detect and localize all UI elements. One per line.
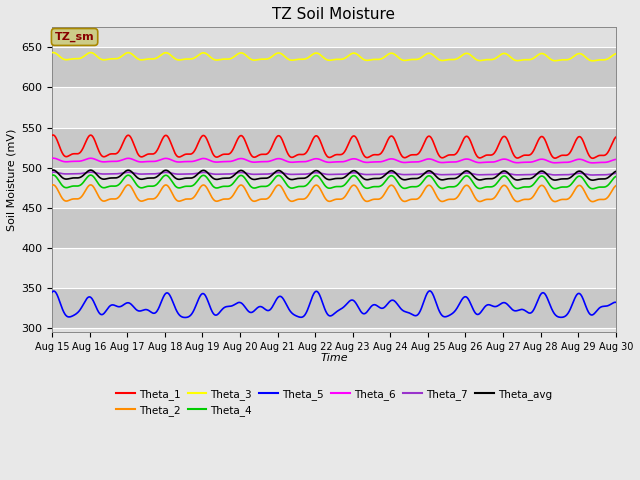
X-axis label: Time: Time (320, 353, 348, 363)
Y-axis label: Soil Moisture (mV): Soil Moisture (mV) (7, 129, 17, 231)
Bar (52, 27, 616, 48)
Bar (52, 328, 616, 332)
Legend: Theta_1, Theta_2, Theta_3, Theta_4, Theta_5, Theta_6, Theta_7, Theta_avg: Theta_1, Theta_2, Theta_3, Theta_4, Thet… (111, 384, 556, 420)
Bar (52, 248, 616, 288)
Bar (52, 128, 616, 168)
Bar (52, 168, 616, 208)
Bar (52, 288, 616, 328)
Bar (52, 48, 616, 87)
Text: TZ_sm: TZ_sm (55, 32, 95, 42)
Bar (52, 87, 616, 128)
Title: TZ Soil Moisture: TZ Soil Moisture (273, 7, 396, 22)
Bar (52, 208, 616, 248)
